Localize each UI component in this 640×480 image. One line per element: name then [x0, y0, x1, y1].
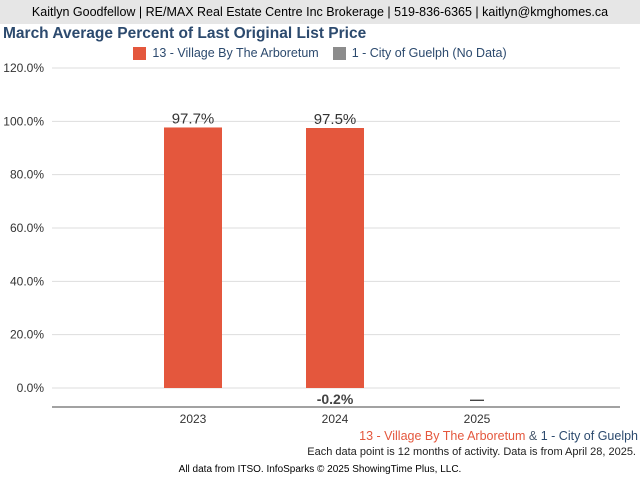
bar: [306, 128, 364, 388]
y-tick-label: 100.0%: [3, 114, 44, 128]
x-tick-label: 2023: [180, 412, 207, 426]
legend-label-village: 13 - Village By The Arboretum: [152, 46, 319, 60]
y-tick-label: 40.0%: [10, 274, 44, 288]
agent-header-bar: Kaitlyn Goodfellow | RE/MAX Real Estate …: [0, 0, 640, 24]
y-tick-label: 60.0%: [10, 221, 44, 235]
legend-swatch-village: [133, 46, 147, 60]
y-tick-label: 120.0%: [3, 61, 44, 75]
bar-value-label: 97.5%: [314, 111, 357, 128]
activity-note: Each data point is 12 months of activity…: [307, 446, 636, 458]
legend-swatch-guelph: [332, 46, 346, 60]
series-footnote: 13 - Village By The Arboretum & 1 - City…: [359, 428, 638, 444]
x-tick-label: 2024: [322, 412, 349, 426]
legend-item-village[interactable]: 13 - Village By The Arboretum: [133, 44, 319, 62]
bar-value-label: 97.7%: [172, 110, 215, 127]
source-footer: All data from ITSO. InfoSparks © 2025 Sh…: [178, 464, 462, 475]
y-tick-label: 80.0%: [10, 168, 44, 182]
legend-label-guelph: 1 - City of Guelph (No Data): [351, 46, 507, 60]
agent-contact-line: Kaitlyn Goodfellow | RE/MAX Real Estate …: [31, 5, 609, 19]
series-footnote-ampersand: &: [528, 429, 538, 443]
chart-legend: 13 - Village By The Arboretum 1 - City o…: [0, 44, 640, 62]
y-tick-label: 20.0%: [10, 328, 44, 342]
legend-item-guelph[interactable]: 1 - City of Guelph (No Data): [332, 44, 507, 62]
series-footnote-secondary: 1 - City of Guelph: [540, 429, 638, 443]
series-footnote-primary: 13 - Village By The Arboretum: [359, 429, 526, 443]
change-label: —: [470, 391, 484, 407]
change-label: -0.2%: [317, 391, 354, 407]
bar: [164, 127, 222, 388]
chart-title: March Average Percent of Last Original L…: [3, 25, 367, 42]
x-tick-label: 2025: [464, 412, 491, 426]
y-tick-label: 0.0%: [17, 381, 45, 395]
